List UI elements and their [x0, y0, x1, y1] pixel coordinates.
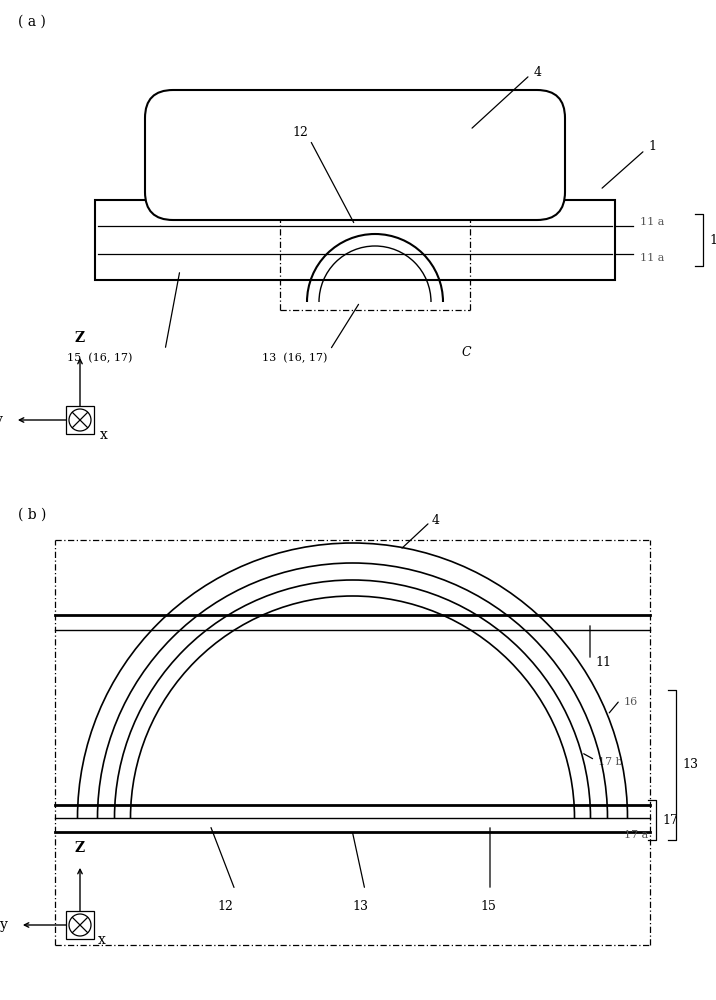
Text: 11: 11 [595, 656, 611, 670]
Text: C: C [462, 346, 472, 359]
Text: Z: Z [75, 841, 85, 855]
Text: x: x [98, 933, 106, 947]
Bar [66, 911, 94, 939]
Text: 12: 12 [292, 125, 308, 138]
Text: Z: Z [75, 331, 85, 345]
Text: 12: 12 [217, 900, 233, 913]
Bar [95, 200, 615, 280]
Text: x: x [100, 428, 108, 442]
Text: y: y [0, 918, 8, 932]
Text: 4: 4 [432, 514, 440, 526]
Text: 1: 1 [648, 139, 656, 152]
Text: ( a ): ( a ) [18, 15, 46, 29]
FancyBboxPatch shape [145, 90, 565, 220]
Text: ( b ): ( b ) [18, 508, 47, 522]
Text: y: y [0, 413, 3, 427]
Text: 11 a: 11 a [640, 253, 664, 263]
Text: 16: 16 [624, 697, 638, 707]
Text: 17 a: 17 a [624, 830, 648, 840]
Text: 15: 15 [480, 900, 496, 913]
Text: 13  (16, 17): 13 (16, 17) [262, 353, 328, 363]
Text: 17 b: 17 b [598, 757, 623, 767]
Text: 11 a: 11 a [640, 217, 664, 227]
Text: 17: 17 [662, 814, 678, 826]
Text: 13: 13 [352, 900, 368, 913]
Bar [66, 406, 94, 434]
Text: 13: 13 [682, 758, 698, 772]
Text: 4: 4 [534, 66, 542, 79]
Text: 15  (16, 17): 15 (16, 17) [67, 353, 132, 363]
Text: 11: 11 [709, 233, 716, 246]
